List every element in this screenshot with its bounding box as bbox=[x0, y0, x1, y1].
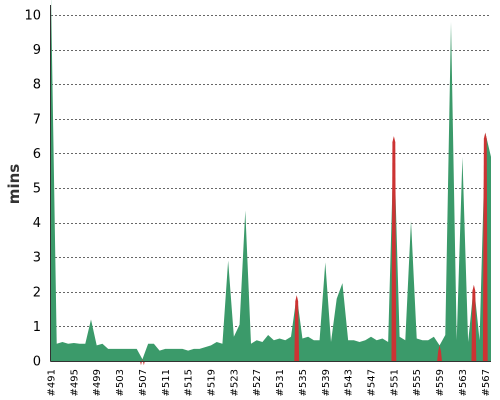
x-tick-551: #551 bbox=[389, 369, 400, 396]
failed-build-spikes bbox=[140, 132, 488, 366]
x-tick-555: #555 bbox=[412, 369, 423, 396]
x-tick-519: #519 bbox=[207, 369, 218, 396]
failed-build-565 bbox=[471, 284, 477, 361]
axes bbox=[50, 5, 491, 362]
success-area-path bbox=[51, 0, 491, 361]
x-tick-511: #511 bbox=[161, 369, 172, 396]
failed-build-567 bbox=[482, 132, 488, 361]
failed-build-551 bbox=[391, 136, 397, 361]
x-tick-527: #527 bbox=[252, 369, 263, 396]
x-tick-547: #547 bbox=[367, 369, 378, 396]
x-tick-495: #495 bbox=[69, 369, 80, 396]
failed-build-559 bbox=[437, 345, 442, 361]
x-tick-515: #515 bbox=[184, 369, 195, 396]
x-tick-507: #507 bbox=[138, 369, 149, 396]
y-tick-labels: 0 1 2 3 4 5 6 7 8 9 10 bbox=[24, 9, 41, 370]
y-tick-0: 0 bbox=[33, 355, 41, 370]
x-tick-543: #543 bbox=[344, 369, 355, 396]
success-area bbox=[51, 0, 491, 361]
y-tick-6: 6 bbox=[33, 147, 41, 162]
x-tick-503: #503 bbox=[115, 369, 126, 396]
x-tick-labels: #491 #495 #499 #503 #507 #511 #515 #519 #523 #527… bbox=[47, 369, 492, 396]
x-tick-523: #523 bbox=[229, 369, 240, 396]
failed-build-534 bbox=[294, 295, 300, 361]
y-tick-8: 8 bbox=[33, 78, 41, 93]
y-tick-10: 10 bbox=[24, 9, 41, 24]
x-tick-567: #567 bbox=[481, 369, 492, 396]
x-tick-535: #535 bbox=[298, 369, 309, 396]
x-tick-563: #563 bbox=[458, 369, 469, 396]
y-axis-label: mins bbox=[5, 164, 23, 204]
y-tick-4: 4 bbox=[33, 216, 41, 231]
y-tick-9: 9 bbox=[33, 43, 41, 58]
x-tick-531: #531 bbox=[275, 369, 286, 396]
grid-lines bbox=[51, 15, 491, 327]
failed-build-507 bbox=[140, 359, 145, 366]
y-tick-2: 2 bbox=[33, 285, 41, 300]
x-tick-499: #499 bbox=[92, 369, 103, 396]
x-tick-559: #559 bbox=[435, 369, 446, 396]
x-tick-491: #491 bbox=[47, 369, 58, 396]
y-tick-3: 3 bbox=[33, 251, 41, 266]
y-tick-7: 7 bbox=[33, 112, 41, 127]
y-tick-1: 1 bbox=[33, 320, 41, 335]
y-tick-5: 5 bbox=[33, 182, 41, 197]
x-tick-539: #539 bbox=[321, 369, 332, 396]
